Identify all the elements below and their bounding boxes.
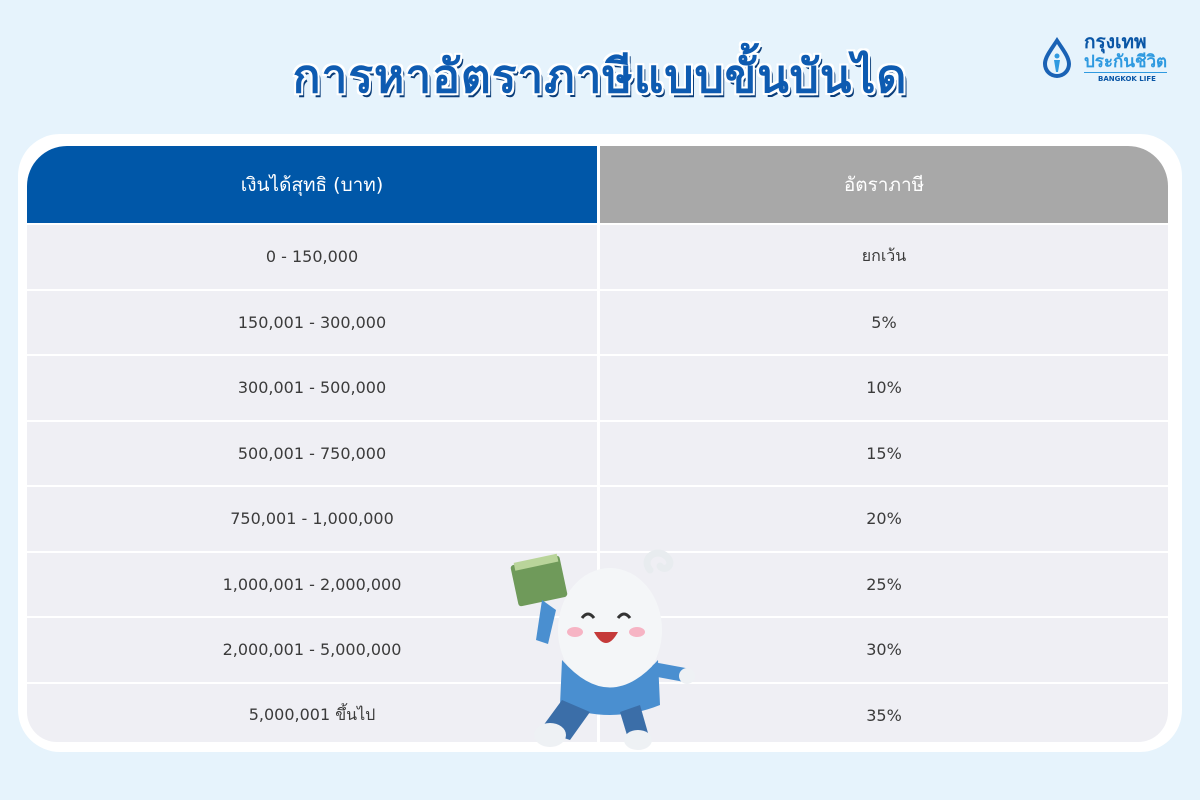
cell-rate: 25%	[600, 552, 1168, 616]
cell-income: 2,000,001 - 5,000,000	[27, 618, 597, 682]
header-rate: อัตราภาษี	[600, 146, 1168, 223]
cell-rate: 35%	[600, 683, 1168, 742]
cell-income: 500,001 - 750,000	[27, 421, 597, 485]
drop-logo-icon	[1043, 37, 1071, 78]
cell-income: 150,001 - 300,000	[27, 290, 597, 354]
logo-english: BANGKOK LIFE	[1098, 75, 1156, 83]
logo-thai-line1: กรุงเทพ	[1084, 31, 1147, 53]
cell-rate: 15%	[600, 421, 1168, 485]
cell-rate: ยกเว้น	[600, 225, 1168, 289]
header-income: เงินได้สุทธิ (บาท)	[27, 146, 597, 223]
cell-rate: 5%	[600, 290, 1168, 354]
tax-rate-table: เงินได้สุทธิ (บาท) อัตราภาษี 0 - 150,000…	[27, 146, 1168, 742]
cell-income: 1,000,001 - 2,000,000	[27, 552, 597, 616]
cell-income: 0 - 150,000	[27, 225, 597, 289]
mascot-with-money-illustration	[510, 549, 695, 750]
money-stack-icon	[510, 553, 568, 607]
logo-thai-line2: ประกันชีวิต	[1084, 52, 1168, 73]
page-title: การหาอัตราภาษีแบบขั้นบันได	[292, 49, 908, 103]
cell-rate: 20%	[600, 487, 1168, 551]
cell-income: 300,001 - 500,000	[27, 356, 597, 420]
cell-income: 5,000,001 ขึ้นไป	[27, 683, 597, 742]
cell-rate: 30%	[600, 618, 1168, 682]
cell-income: 750,001 - 1,000,000	[27, 487, 597, 551]
bangkok-life-logo: กรุงเทพ ประกันชีวิต BANGKOK LIFE	[1040, 30, 1190, 90]
cell-rate: 10%	[600, 356, 1168, 420]
